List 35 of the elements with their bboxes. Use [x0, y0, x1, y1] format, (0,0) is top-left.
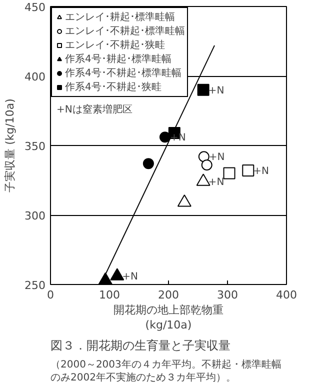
- annotation: +N: [253, 166, 270, 178]
- x-axis-title: 開花期の地上部乾物重 (kg/10a): [114, 304, 224, 332]
- text: 図３．開花期の生育量と子実収量: [50, 338, 230, 352]
- point: [198, 151, 210, 162]
- y-axis-title: 子実収量 (kg/10a): [4, 98, 17, 192]
- point: [110, 268, 124, 280]
- annotation: +Nは窒素増肥区: [56, 104, 132, 116]
- point: [223, 167, 236, 180]
- x-tick-label: 0: [47, 288, 54, 302]
- legend-label: エンレイ･不耕起･標準畦幅: [65, 24, 185, 38]
- legend-label: 作系4号･耕起･標準畦幅: [65, 52, 172, 66]
- x-tick-label: 400: [276, 288, 297, 302]
- y-tick-label: 300: [24, 210, 46, 222]
- y-tick-label: 450: [24, 1, 46, 14]
- y-tick-label: 350: [24, 140, 46, 153]
- point: [142, 158, 154, 170]
- point: [159, 132, 170, 143]
- annotation: +N: [122, 272, 138, 283]
- x-tick-label: 100: [99, 288, 120, 302]
- point: [201, 159, 212, 170]
- point: [197, 84, 210, 96]
- y-tick-label: 250: [24, 279, 46, 292]
- x-tick-label: 300: [217, 288, 238, 302]
- legend-label: エンレイ･耕起･標準畦幅: [65, 10, 175, 24]
- legend-label: 作系4号･不耕起･標準畦幅: [65, 66, 182, 80]
- legend-label: 作系4号･不耕起･狭畦: [65, 80, 162, 94]
- point: [196, 174, 210, 186]
- legend-label: エンレイ･不耕起･狭畦: [65, 38, 165, 52]
- y-tick-label: 400: [24, 70, 46, 84]
- x-tick-label: 200: [158, 288, 179, 302]
- annotation: +N: [208, 152, 225, 164]
- text: （2000～2003年の４カ年平均。不耕起・標準畦幅のみ2002年不実施のため３カ年平均）。: [50, 358, 282, 384]
- point: [242, 164, 254, 177]
- point: [177, 194, 192, 207]
- annotation: +N: [208, 177, 224, 188]
